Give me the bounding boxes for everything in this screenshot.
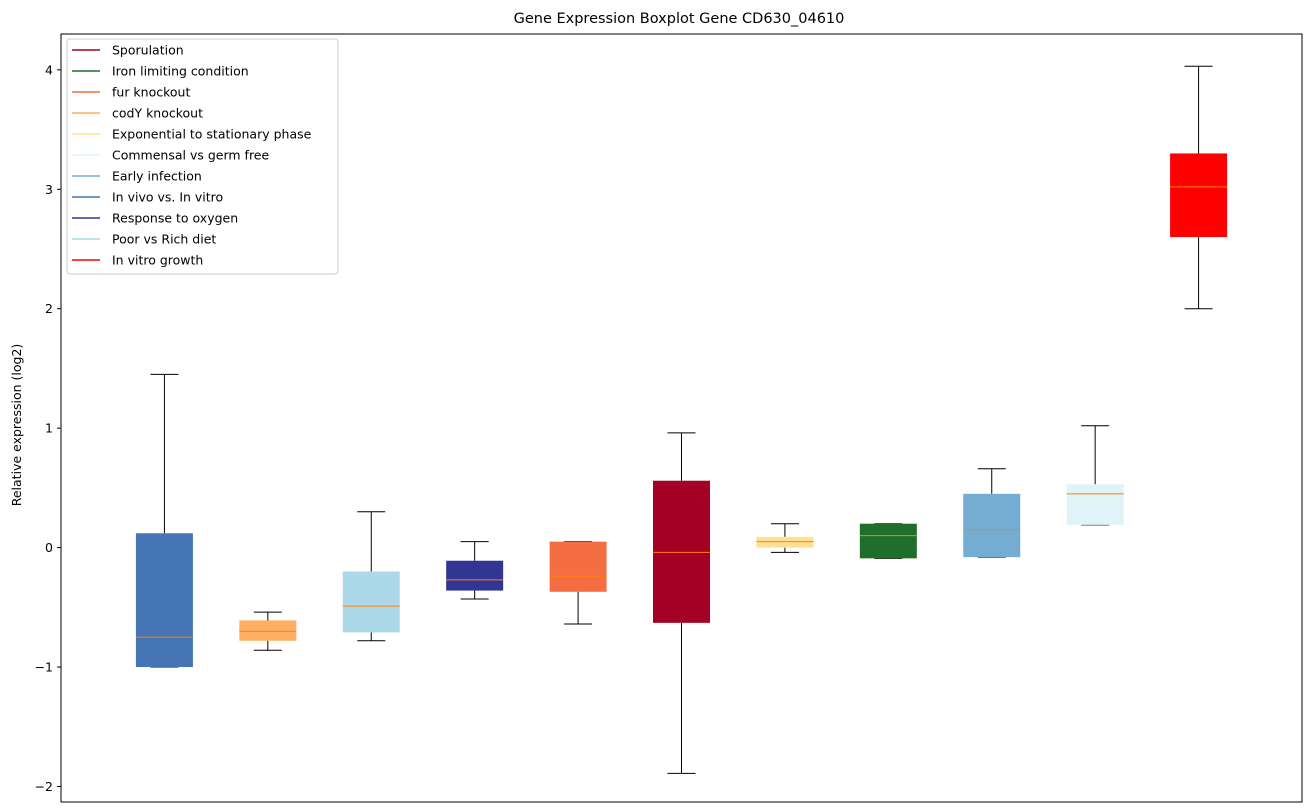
y-tick-label: −1 <box>35 660 53 675</box>
legend-label: Sporulation <box>112 43 184 58</box>
box-in-vivo-vs-in-vitro <box>135 373 193 668</box>
box-body <box>963 493 1021 558</box>
box-response-to-oxygen <box>446 541 504 600</box>
legend: Sporulation Iron limiting condition fur kn… <box>66 38 339 275</box>
legend-label: Exponential to stationary phase <box>112 127 312 142</box>
box-body <box>1170 153 1228 238</box>
plot-frame <box>60 33 1303 803</box>
box-sporulation <box>653 432 710 774</box>
box-body <box>342 571 400 633</box>
legend-label: Commensal vs germ free <box>112 148 269 163</box>
chart-title: Gene Expression Boxplot Gene CD630_04610 <box>514 11 845 27</box>
box-early-infection <box>963 468 1021 558</box>
y-axis: −2 −1 0 1 2 3 4 <box>35 62 61 794</box>
y-axis-label: Relative expression (log2) <box>9 344 24 507</box>
legend-frame <box>66 38 339 275</box>
y-tick-label: 4 <box>45 62 53 77</box>
box-body <box>756 536 814 548</box>
legend-label: fur knockout <box>112 85 190 100</box>
y-tick-label: 0 <box>45 540 53 555</box>
box-poor-vs-rich-diet <box>342 511 400 642</box>
legend-label: Poor vs Rich diet <box>112 232 216 247</box>
box-exponential-to-stationary-phase <box>756 523 814 553</box>
box-body <box>135 533 193 668</box>
legend-label: Response to oxygen <box>112 211 238 226</box>
box-iron-limiting-condition <box>859 523 917 559</box>
legend-entry: Response to oxygen <box>72 211 238 226</box>
legend-entry: In vivo vs. In vitro <box>72 190 223 205</box>
box-body <box>653 480 710 623</box>
legend-entry: Commensal vs germ free <box>72 148 269 163</box>
y-tick-label: 3 <box>45 182 53 197</box>
legend-entry: fur knockout <box>72 85 190 100</box>
legend-entry: In vitro growth <box>72 253 203 268</box>
legend-label: codY knockout <box>112 106 203 121</box>
box-in-vitro-growth <box>1170 65 1228 310</box>
box-body <box>446 560 504 591</box>
legend-label: In vitro growth <box>112 253 203 268</box>
y-tick-label: 1 <box>45 421 53 436</box>
box-commensal-vs-germ-free <box>1066 425 1124 526</box>
box-fur-knockout <box>549 541 607 625</box>
legend-entry: Exponential to stationary phase <box>72 127 312 142</box>
y-tick-label: −2 <box>35 779 53 794</box>
legend-label: Early infection <box>112 169 202 184</box>
legend-label: In vivo vs. In vitro <box>112 190 223 205</box>
legend-entry: Iron limiting condition <box>72 64 249 79</box>
legend-entry: Sporulation <box>72 43 184 58</box>
legend-entry: Poor vs Rich diet <box>72 232 216 247</box>
y-tick-label: 2 <box>45 301 53 316</box>
box-body <box>1066 484 1124 525</box>
boxes-layer <box>135 65 1228 774</box>
legend-entry: codY knockout <box>72 106 203 121</box>
box-body <box>859 523 917 559</box>
box-cody-knockout <box>239 611 297 651</box>
box-body <box>239 620 297 641</box>
legend-entry: Early infection <box>72 169 202 184</box>
box-body <box>549 541 607 592</box>
legend-label: Iron limiting condition <box>112 64 249 79</box>
